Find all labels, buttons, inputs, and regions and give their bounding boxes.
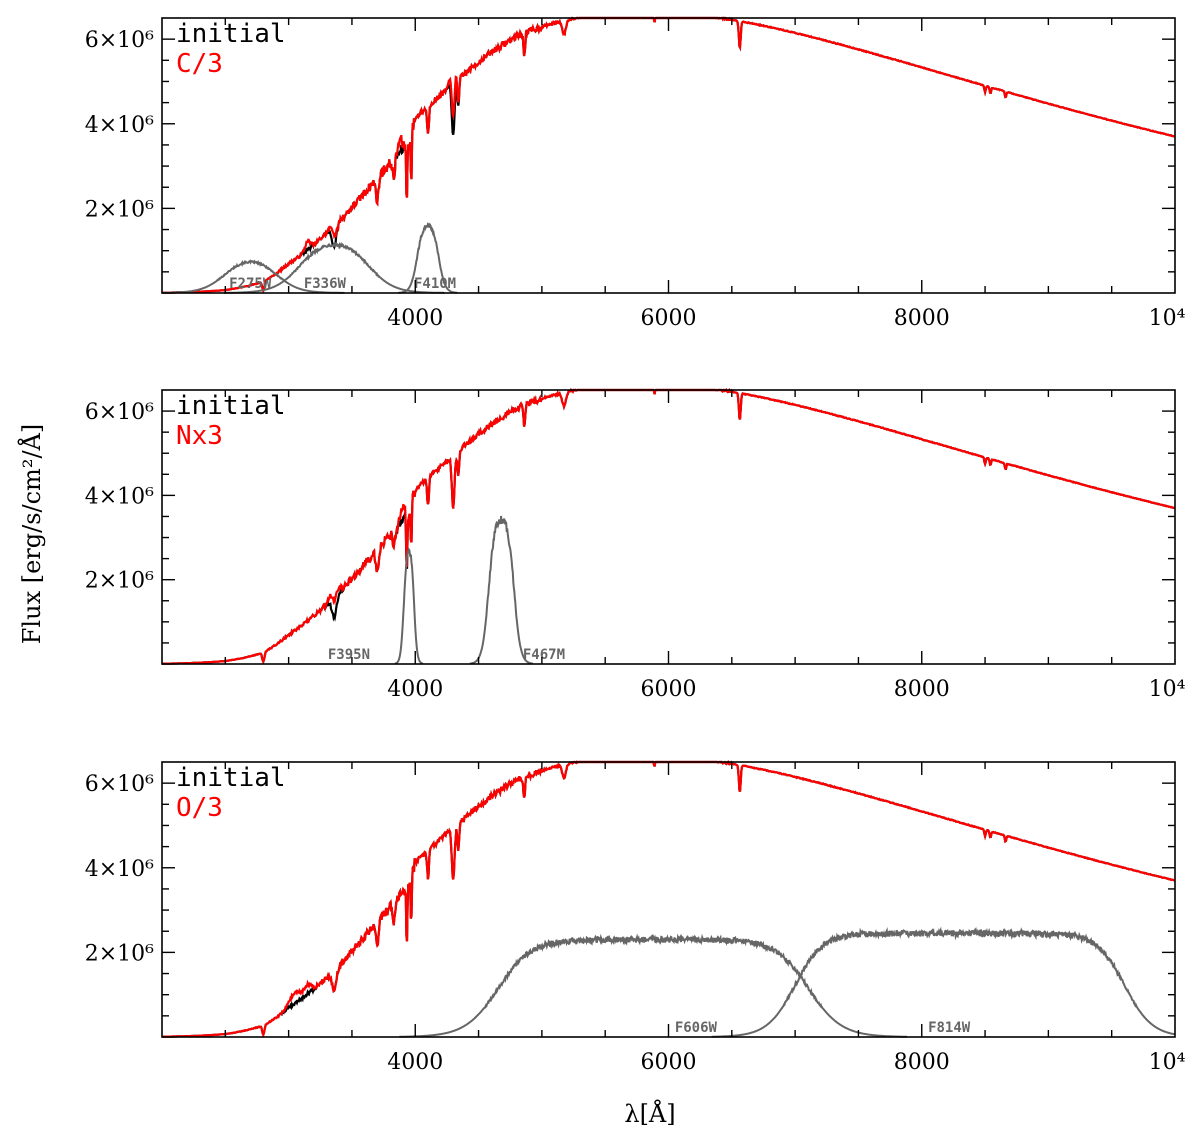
legend-entry: initial	[176, 19, 286, 49]
y-tick-label: 6×10⁶	[85, 400, 154, 425]
x-tick-label: 10⁴	[1149, 677, 1186, 702]
legend-entry: initial	[176, 763, 286, 793]
filter-label: F410M	[414, 276, 456, 292]
y-tick-label: 4×10⁶	[85, 113, 154, 138]
x-tick-label: 8000	[894, 677, 950, 702]
x-tick-label: 8000	[894, 306, 950, 331]
filter-label: F336W	[304, 276, 347, 292]
y-tick-label: 4×10⁶	[85, 484, 154, 509]
filter-curve-F606W	[399, 933, 908, 1038]
legend-entry: O/3	[176, 793, 223, 823]
filter-curve-F814W	[711, 926, 1176, 1038]
y-axis-title: Flux [erg/s/cm²/Å]	[17, 424, 46, 644]
y-tick-label: 6×10⁶	[85, 28, 154, 53]
plot-frame	[161, 761, 1176, 1038]
legend-entry: initial	[176, 391, 286, 421]
x-tick-label: 6000	[641, 306, 697, 331]
plot-frame	[161, 389, 1176, 665]
x-tick-label: 4000	[387, 677, 443, 702]
x-tick-label: 8000	[894, 1050, 950, 1075]
x-tick-label: 6000	[641, 1050, 697, 1075]
x-tick-label: 10⁴	[1149, 1050, 1186, 1075]
initial-spectrum-line	[162, 759, 1175, 1038]
filter-curve-F395N	[394, 546, 424, 665]
modified-spectrum-line	[162, 759, 1175, 1038]
filter-curve-F410M	[398, 222, 458, 294]
modified-spectrum-line	[162, 387, 1176, 665]
y-tick-label: 4×10⁶	[85, 857, 154, 882]
panel-bottom: F606W F814W 4000 6000 8000 10⁴ 2×10⁶ 4×10⁶ 6×10⁶…	[85, 759, 1186, 1075]
y-tick-label: 2×10⁶	[85, 569, 154, 594]
filter-label: F275W	[229, 276, 272, 292]
panel-middle: F395N F467M 4000 6000 8000 10⁴ 2×10⁶ 4×10⁶ 6×10⁶…	[85, 387, 1186, 702]
filter-label: F606W	[675, 1020, 718, 1036]
panel-top: F275W F336W F410M 4000 6000 8000 10⁴ 2×10⁶ 4×10⁶…	[85, 16, 1186, 331]
x-axis-title: λ[Å]	[624, 1099, 675, 1128]
filter-label: F814W	[928, 1020, 971, 1036]
x-tick-label: 6000	[641, 677, 697, 702]
y-tick-label: 6×10⁶	[85, 772, 154, 797]
x-tick-label: 10⁴	[1149, 306, 1186, 331]
x-tick-label: 4000	[387, 1050, 443, 1075]
filter-label: F467M	[523, 647, 565, 663]
x-tick-label: 4000	[387, 306, 443, 331]
filter-curve-F275W	[161, 259, 345, 294]
y-tick-label: 2×10⁶	[85, 941, 154, 966]
filter-curve-F467M	[469, 515, 533, 665]
filter-label: F395N	[328, 647, 370, 663]
initial-spectrum-line	[162, 387, 1176, 665]
legend-entry: C/3	[176, 49, 223, 79]
legend-entry: Nx3	[176, 421, 223, 451]
y-tick-label: 2×10⁶	[85, 197, 154, 222]
